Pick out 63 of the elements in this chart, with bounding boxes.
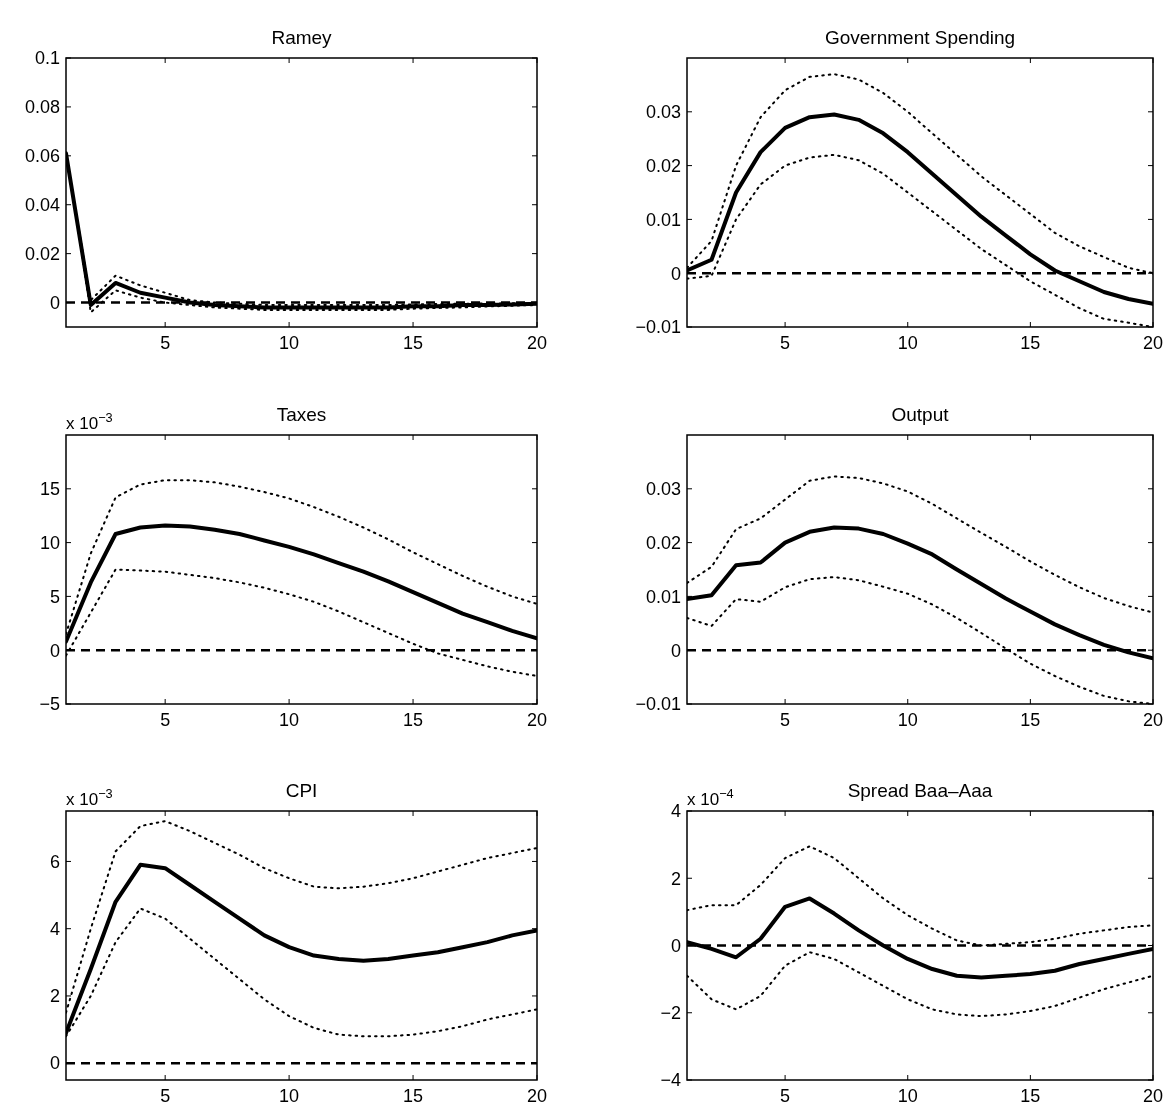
y-tick-label: 0.06	[24, 146, 60, 167]
y-tick-label: 0.03	[645, 479, 681, 500]
y-tick-label: 0	[49, 1053, 60, 1074]
x-tick-label: 15	[1020, 1086, 1041, 1106]
x-tick-label: 10	[279, 1086, 300, 1106]
y-tick-label: 0.03	[645, 102, 681, 123]
y-tick-label: 0.08	[24, 97, 60, 118]
text: x 10$^{−3}$	[66, 785, 113, 809]
y-tick-label: 5	[49, 586, 60, 607]
y-tick-label: 0.02	[645, 155, 681, 176]
y-tick-label: 0.1	[34, 48, 60, 69]
y-tick-label: 0.01	[645, 586, 681, 607]
x-tick-label: 20	[1142, 710, 1164, 730]
x-tick-label: 5	[160, 333, 171, 353]
x-tick-label: 10	[897, 333, 918, 353]
x-tick-label: 15	[403, 333, 424, 353]
x-tick-label: 5	[160, 1086, 171, 1106]
y-tick-label: 0.01	[645, 209, 681, 230]
x-tick-label: 5	[160, 710, 171, 730]
x-tick-label: 15	[1020, 710, 1041, 730]
y-tick-label: 2	[49, 986, 60, 1007]
y-tick-label: 0	[49, 640, 60, 661]
y-tick-label: 0	[670, 640, 681, 661]
x-tick-label: 20	[526, 710, 548, 730]
y-tick-label: 15	[39, 479, 60, 500]
x-tick-label: 20	[526, 1086, 548, 1106]
y-tick-label: 2	[670, 868, 681, 889]
chart-title: CPI	[285, 780, 318, 801]
y-tick-label: 0	[49, 292, 60, 313]
chart-title: Government Spending	[824, 27, 1016, 48]
x-tick-label: 10	[897, 1086, 918, 1106]
y-tick-label: 0.02	[645, 532, 681, 553]
x-tick-label: 20	[526, 333, 548, 353]
x-tick-label: 15	[403, 710, 424, 730]
text: x 10$^{−3}$	[66, 409, 113, 433]
y-tick-label: 0	[670, 935, 681, 956]
x-tick-label: 10	[279, 710, 300, 730]
y-tick-label: 0.02	[24, 243, 60, 264]
x-tick-label: 10	[897, 710, 918, 730]
chart-title: Spread Baa–Aaa	[847, 780, 993, 801]
y-tick-label: −2	[660, 1003, 681, 1024]
y-tick-label: −0.01	[635, 694, 681, 715]
x-tick-label: 5	[780, 1086, 791, 1106]
y-tick-label: −0.01	[635, 317, 681, 338]
y-tick-label: −4	[660, 1070, 681, 1091]
x-tick-label: 20	[1142, 333, 1164, 353]
y-tick-label: 0.04	[24, 195, 60, 216]
y-tick-label: 6	[49, 851, 60, 872]
x-tick-label: 15	[403, 1086, 424, 1106]
chart-title: Taxes	[276, 404, 327, 425]
y-tick-label: 10	[39, 532, 60, 553]
x-tick-label: 20	[1142, 1086, 1164, 1106]
y-tick-label: 0	[670, 263, 681, 284]
y-tick-label: 4	[670, 801, 681, 822]
x-tick-label: 5	[780, 333, 791, 353]
x-tick-label: 10	[279, 333, 300, 353]
y-tick-label: −5	[39, 694, 60, 715]
chart-title: Output	[891, 404, 950, 425]
y-tick-label: 4	[49, 918, 60, 939]
x-tick-label: 5	[780, 710, 791, 730]
x-tick-label: 15	[1020, 333, 1041, 353]
chart-title: Ramey	[271, 27, 333, 48]
text: x 10$^{−4}$	[687, 785, 734, 809]
